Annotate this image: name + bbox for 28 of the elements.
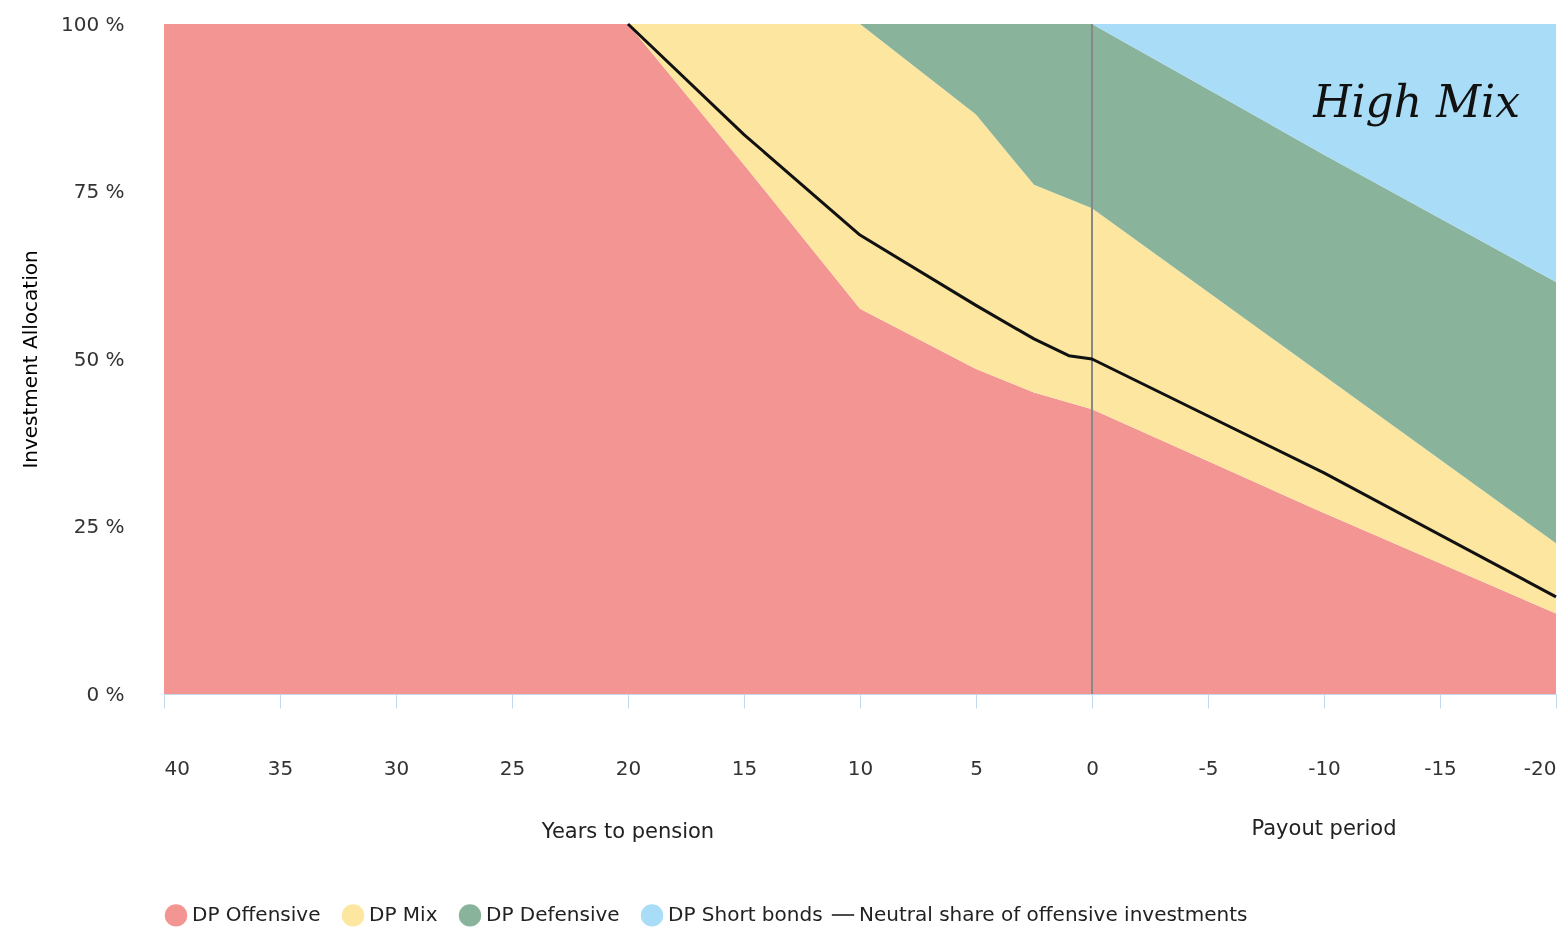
x-tick-label: 0 <box>1086 755 1099 780</box>
x-tick-label: 40 <box>164 755 190 780</box>
x-tick-label: 15 <box>731 755 758 780</box>
x-tick-label: 5 <box>970 755 983 780</box>
line-series <box>626 22 1558 599</box>
x-tick-label: 20 <box>615 755 642 780</box>
text: Payout period <box>1251 816 1397 840</box>
y-tick-label: 25 % <box>73 514 125 538</box>
x-tick-label: 30 <box>383 755 410 780</box>
y-axis-title: Investment Allocation <box>17 250 42 469</box>
x-tick-label: 35 <box>267 755 294 780</box>
x-tick-label: 25 <box>499 755 526 780</box>
annotation: High Mix <box>1312 76 1521 127</box>
y-tick-label: 75 % <box>73 179 125 203</box>
legend-label: DP Short bonds <box>668 902 823 927</box>
x-tick-label: 10 <box>847 755 874 780</box>
x-tick-label: -5 <box>1198 755 1219 780</box>
x-tick-label: -15 <box>1424 755 1457 780</box>
x-axis-title: Years to pension <box>540 819 715 843</box>
y-tick-label: 0 % <box>86 681 125 706</box>
y-tick-label: 50 % <box>73 346 125 371</box>
legend-label: Neutral share of offensive investments <box>859 902 1248 926</box>
y-tick-label: 100 % <box>60 11 125 36</box>
legend-label: DP Defensive <box>486 902 620 927</box>
legend-label: DP Offensive <box>192 902 321 927</box>
x-tick-label: -20 <box>1523 755 1557 780</box>
legend-label: DP Mix <box>369 902 438 927</box>
x-tick-label: -10 <box>1308 755 1341 780</box>
